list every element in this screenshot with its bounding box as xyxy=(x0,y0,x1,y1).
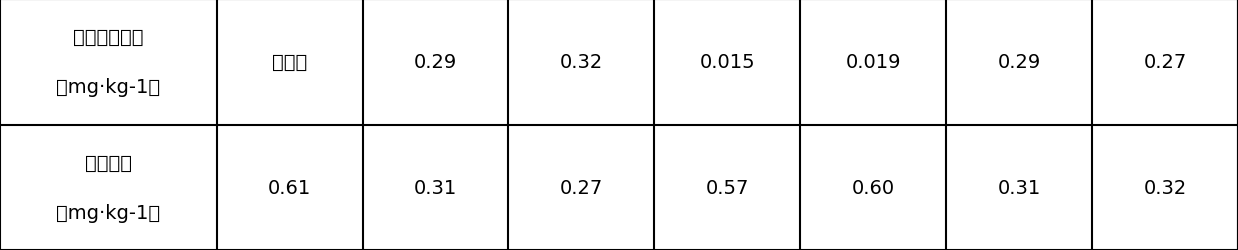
Text: 0.60: 0.60 xyxy=(852,178,895,197)
Text: 0.27: 0.27 xyxy=(1144,53,1187,72)
Text: 0.31: 0.31 xyxy=(413,178,457,197)
Text: 地上部分总汞: 地上部分总汞 xyxy=(73,28,144,47)
Text: 0.32: 0.32 xyxy=(1144,178,1187,197)
Text: 0.32: 0.32 xyxy=(560,53,603,72)
Text: 0.57: 0.57 xyxy=(706,178,749,197)
Text: 土壤总汞: 土壤总汞 xyxy=(85,153,131,172)
Text: 0.015: 0.015 xyxy=(699,53,755,72)
Text: 0.61: 0.61 xyxy=(267,178,311,197)
Text: 0.31: 0.31 xyxy=(998,178,1041,197)
Text: （mg·kg-1）: （mg·kg-1） xyxy=(56,203,161,222)
Text: 0.29: 0.29 xyxy=(998,53,1041,72)
Text: （mg·kg-1）: （mg·kg-1） xyxy=(56,78,161,97)
Text: 未检出: 未检出 xyxy=(272,53,307,72)
Text: 0.019: 0.019 xyxy=(846,53,901,72)
Text: 0.29: 0.29 xyxy=(413,53,457,72)
Text: 0.27: 0.27 xyxy=(560,178,603,197)
